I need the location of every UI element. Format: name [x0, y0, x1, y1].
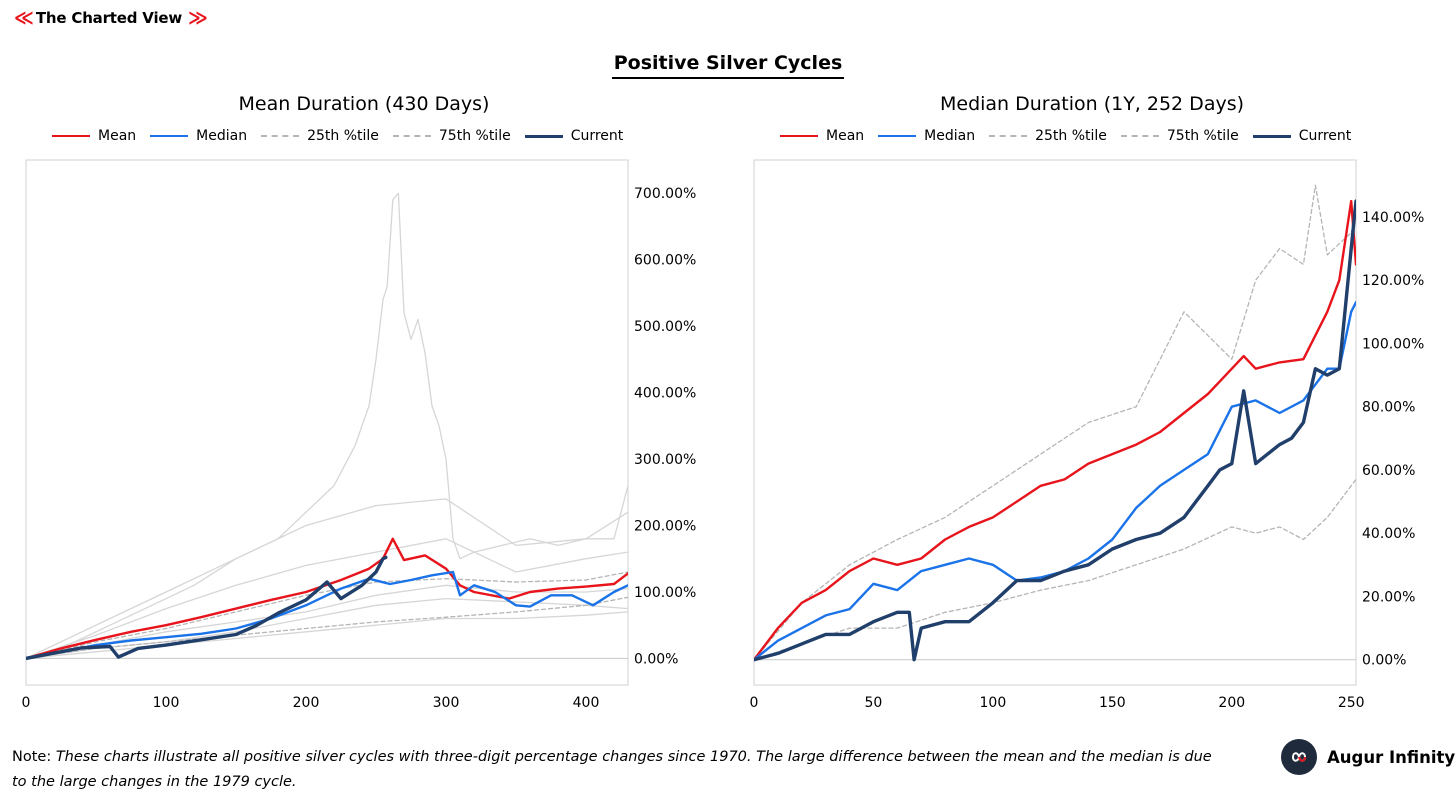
x-tick-label: 100 [980, 695, 1007, 711]
x-tick-label: 50 [865, 695, 883, 711]
x-tick-label: 250 [1338, 695, 1365, 711]
y-tick-label: 40.00% [1362, 526, 1415, 542]
x-tick-label: 0 [750, 695, 759, 711]
footnote: Note: These charts illustrate all positi… [12, 745, 1212, 795]
y-tick-label: 300.00% [634, 452, 696, 468]
series-line-mean [754, 199, 1356, 661]
chart-2-plot: 0.00% 20.00% 40.00% 60.00% 80.00% 100.00% 120.… [750, 159, 1424, 711]
legend-item: 25th %tile [989, 128, 1107, 144]
brand: ≪ The Charted View ≫ [14, 7, 208, 29]
page-title-text: Positive Silver Cycles [611, 52, 845, 79]
y-tick-label: 200.00% [634, 519, 696, 535]
legend-swatch [1120, 135, 1159, 137]
series-line-current [754, 199, 1356, 662]
x-tick-label: 100 [153, 695, 180, 711]
legend-swatch [150, 135, 189, 137]
legend-item: Mean [780, 128, 864, 144]
x-tick-label: 200 [293, 695, 320, 711]
page-title: Positive Silver Cycles [0, 52, 1456, 79]
y-tick-label: 140.00% [1362, 210, 1424, 226]
legend-swatch [52, 135, 90, 137]
brand-name: The Charted View [35, 9, 183, 27]
legend-item: Current [524, 128, 624, 144]
footnote-prefix: Note: [12, 749, 52, 765]
chart-1-legend: Mean Median 25th %tile 75th %tile Current [52, 128, 637, 144]
x-tick-label: 150 [1099, 695, 1126, 711]
infinity-icon [1281, 739, 1317, 775]
chart-2-legend: Mean Median 25th %tile 75th %tile Current [780, 128, 1365, 144]
chart-1-title: Mean Duration (430 Days) [238, 93, 490, 115]
chevron-left-icon: ≪ [14, 7, 34, 29]
y-tick-label: 400.00% [634, 386, 696, 402]
x-tick-label: 0 [22, 695, 31, 711]
series-line-25th-tile [26, 596, 628, 660]
series-line-75th-tile [754, 184, 1356, 661]
logo-name: Augur Infinity [1327, 747, 1456, 767]
y-tick-label: 100.00% [634, 585, 696, 601]
legend-swatch [780, 135, 818, 137]
chart-2-title: Median Duration (1Y, 252 Days) [939, 93, 1245, 115]
legend-label: Median [196, 128, 248, 144]
legend-swatch [524, 134, 563, 138]
cycle-line [26, 538, 628, 660]
legend-label: Median [924, 128, 976, 144]
x-tick-label: 300 [433, 695, 460, 711]
y-tick-label: 0.00% [634, 651, 678, 667]
y-tick-label: 20.00% [1362, 589, 1415, 605]
legend-swatch [989, 135, 1028, 137]
y-tick-label: 100.00% [1362, 336, 1424, 352]
y-tick-label: 600.00% [634, 253, 696, 269]
legend-label: Mean [826, 128, 865, 144]
x-tick-label: 400 [573, 695, 600, 711]
y-tick-label: 60.00% [1362, 463, 1415, 479]
legend-label: 75th %tile [1166, 128, 1239, 144]
legend-swatch [261, 135, 300, 137]
legend-label: 75th %tile [438, 128, 511, 144]
cycle-line [26, 611, 628, 660]
chevron-right-icon: ≫ [188, 7, 208, 29]
y-tick-label: 0.00% [1362, 653, 1406, 669]
legend-swatch [1252, 134, 1291, 138]
legend-item: 25th %tile [261, 128, 379, 144]
legend-swatch [878, 135, 917, 137]
plot-frame [753, 159, 1357, 686]
series-line-mean [26, 537, 628, 660]
y-tick-label: 500.00% [634, 319, 696, 335]
legend-item: Median [878, 128, 975, 144]
y-tick-label: 700.00% [634, 186, 696, 202]
logo: Augur Infinity [1281, 739, 1455, 775]
legend-label: Mean [98, 128, 137, 144]
series-line-median [26, 570, 628, 660]
legend-item: 75th %tile [392, 128, 511, 144]
legend-item: Current [1252, 128, 1352, 144]
y-tick-label: 120.00% [1362, 273, 1424, 289]
cycle-line [26, 192, 628, 660]
cycle-line [26, 584, 628, 660]
legend-item: Mean [52, 128, 136, 144]
legend-label: 25th %tile [307, 128, 379, 144]
legend-label: Current [570, 128, 624, 144]
cycle-line [26, 498, 628, 660]
series-line-median [754, 301, 1356, 661]
series-line-current [26, 555, 388, 661]
legend-item: 75th %tile [1120, 128, 1239, 144]
series-line-25th-tile [754, 478, 1356, 661]
legend-item: Median [150, 128, 247, 144]
plot-frame [25, 159, 629, 686]
y-tick-label: 80.00% [1362, 400, 1415, 416]
legend-swatch [392, 135, 431, 137]
x-tick-label: 200 [1218, 695, 1245, 711]
chart-1-plot: 0.00% 100.00% 200.00% 300.00% 400.00% 500.00%… [22, 159, 696, 711]
footnote-text: These charts illustrate all positive sil… [12, 749, 1212, 790]
legend-label: Current [1298, 128, 1352, 144]
legend-label: 25th %tile [1035, 128, 1107, 144]
